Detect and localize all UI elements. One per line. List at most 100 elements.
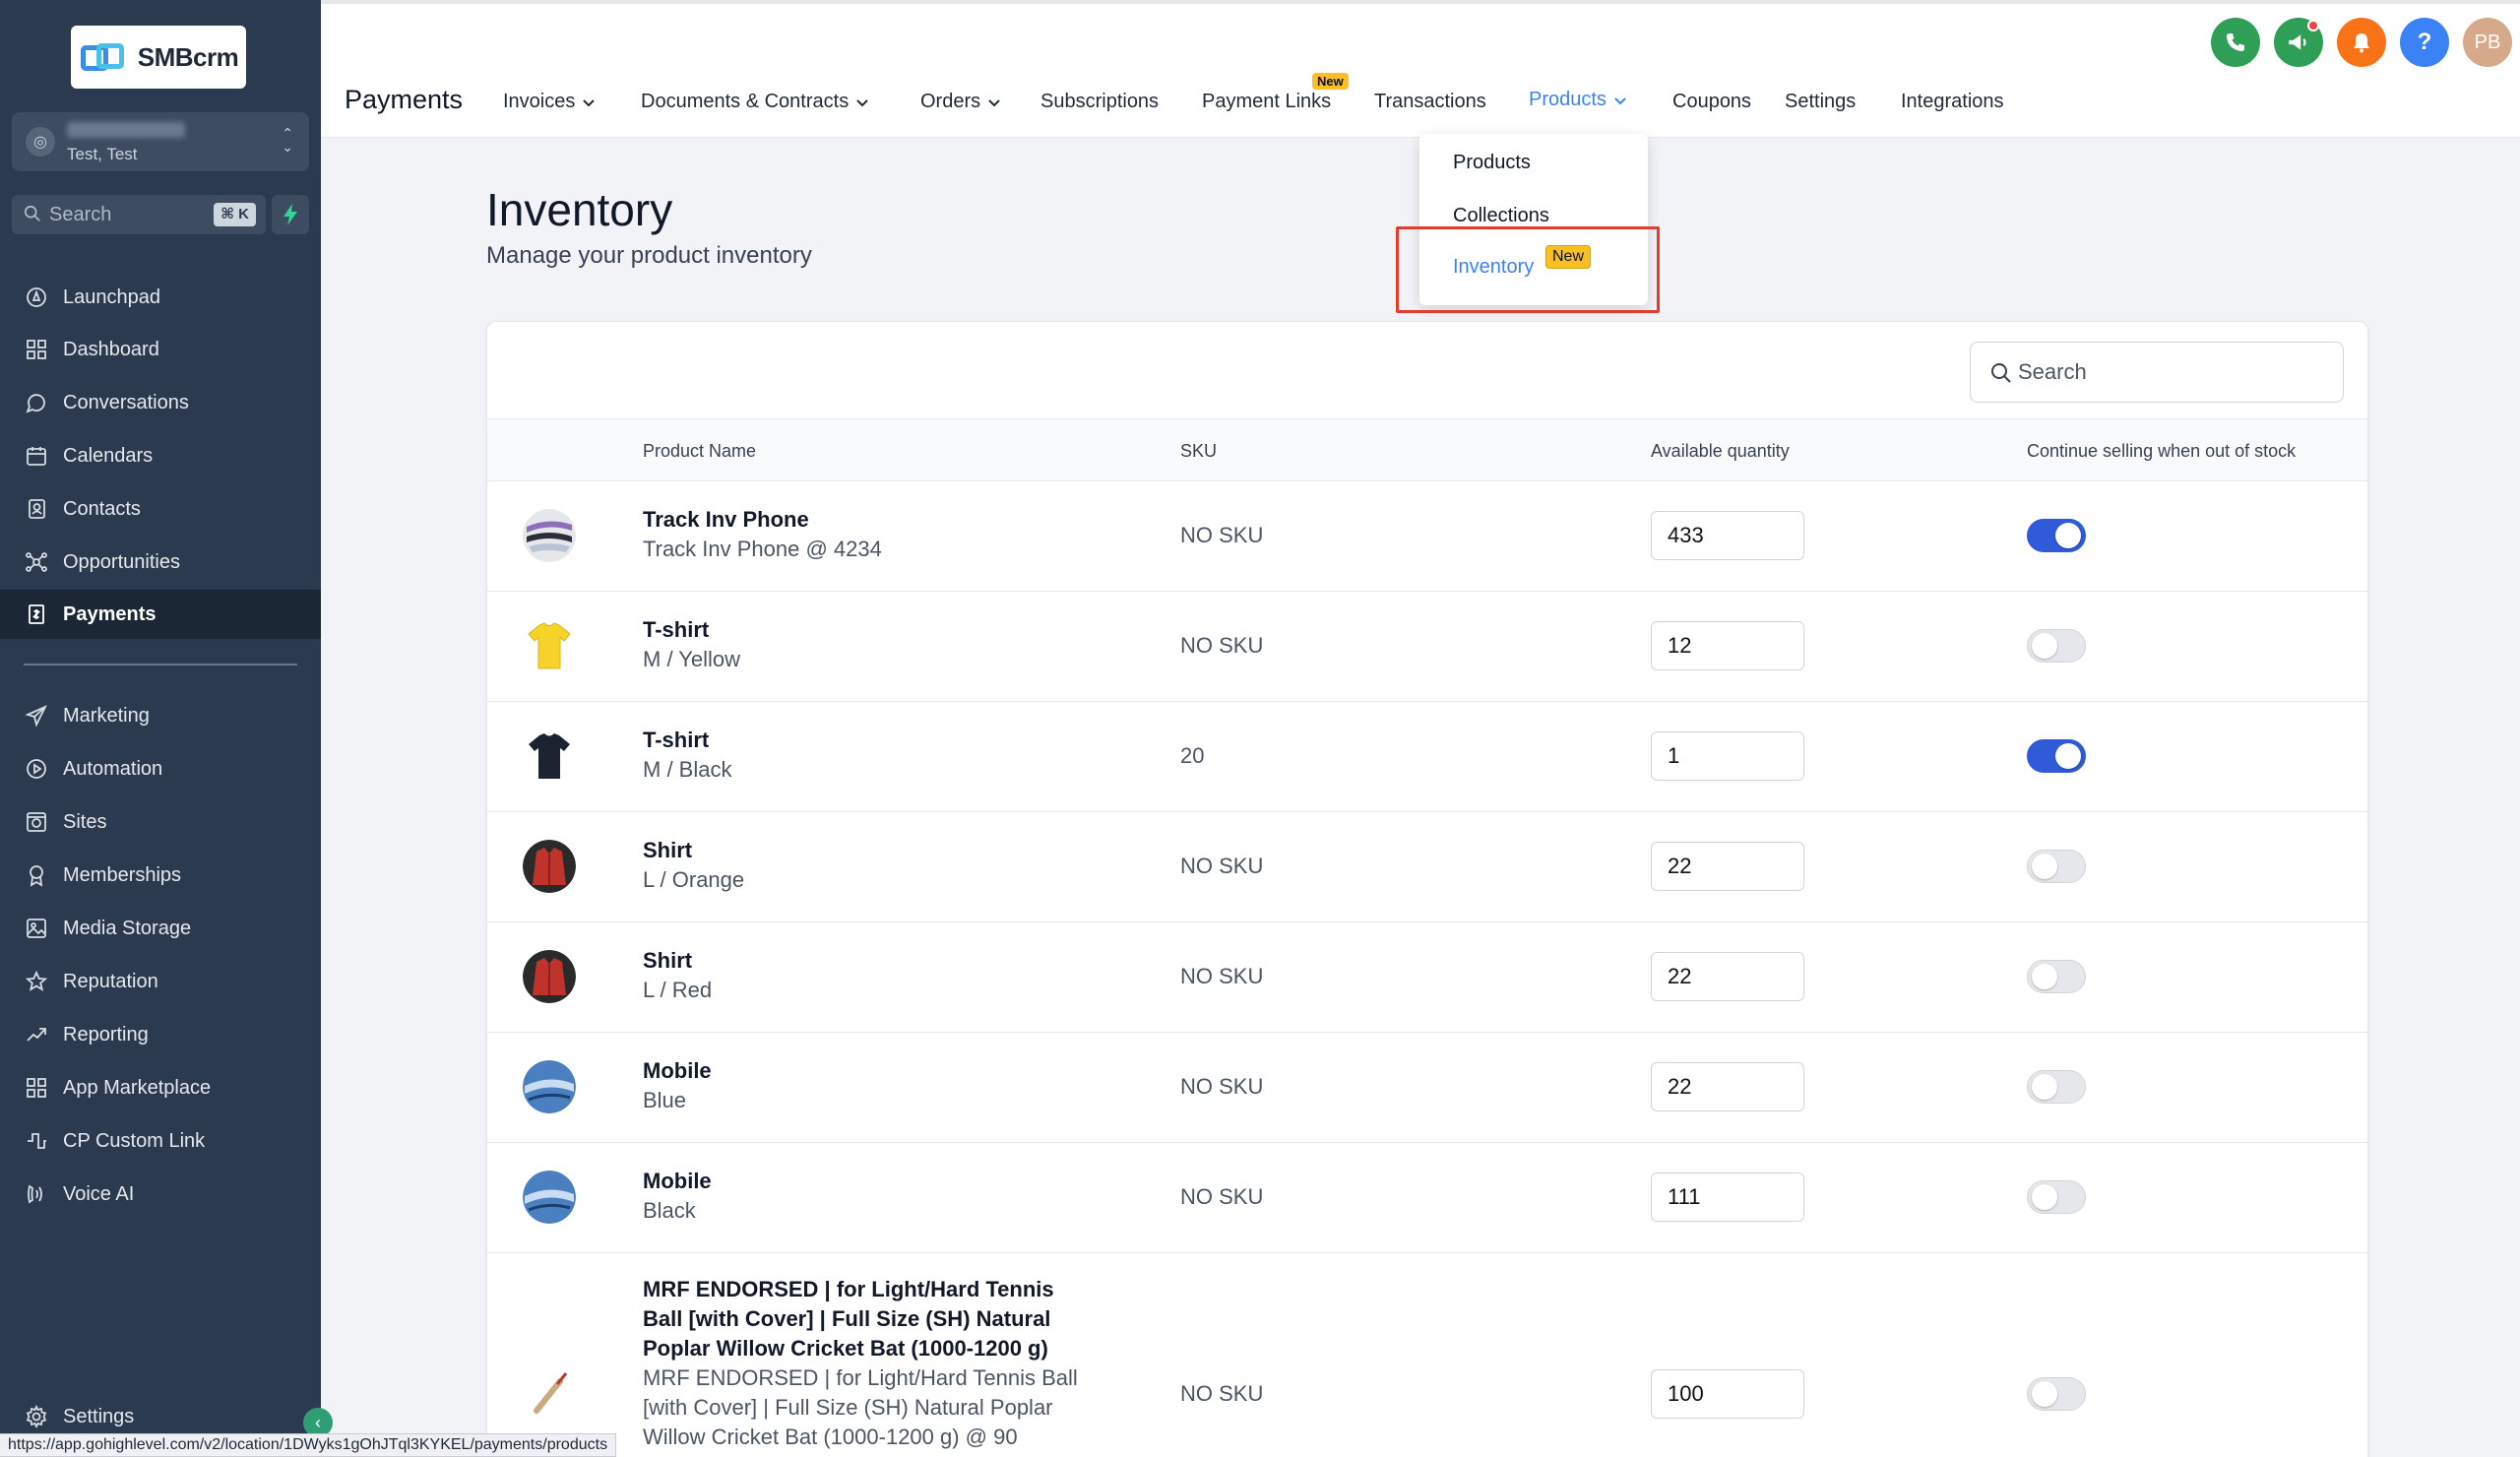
sidebar-item-app-marketplace[interactable]: App Marketplace <box>0 1063 321 1112</box>
apps-icon <box>24 1075 49 1101</box>
gear-icon <box>24 1404 49 1429</box>
column-header-sku[interactable]: SKU <box>1180 441 1218 461</box>
table-row[interactable]: Mobile Blue NO SKU <box>487 1033 2367 1143</box>
continue-selling-toggle[interactable] <box>2027 960 2086 993</box>
table-row[interactable]: Shirt L / Orange NO SKU <box>487 812 2367 922</box>
sidebar-item-label: Launchpad <box>63 285 160 308</box>
quantity-input[interactable] <box>1651 1172 1804 1222</box>
logo-mark-icon <box>79 41 128 73</box>
new-badge: New <box>1545 245 1592 269</box>
sidebar-search[interactable]: Search ⌘ K <box>12 195 266 234</box>
sidebar-item-label: Reputation <box>63 970 158 992</box>
table-row[interactable]: T-shirt M / Black 20 <box>487 702 2367 812</box>
continue-selling-toggle[interactable] <box>2027 1377 2086 1411</box>
continue-selling-toggle[interactable] <box>2027 739 2086 773</box>
sidebar-item-settings[interactable]: Settings <box>0 1392 321 1441</box>
tab-integrations[interactable]: Integrations <box>1901 91 2004 113</box>
column-header-product-name[interactable]: Product Name <box>643 441 757 461</box>
account-name-redacted <box>67 122 185 138</box>
chevron-updown-icon: ⌃ ⌄ <box>282 125 293 155</box>
sidebar-item-reputation[interactable]: Reputation <box>0 957 321 1006</box>
sidebar-item-label: Contacts <box>63 497 141 520</box>
sidebar-item-reporting[interactable]: Reporting <box>0 1010 321 1059</box>
product-name[interactable]: T-shirt <box>643 617 710 642</box>
table-row[interactable]: Mobile Black NO SKU <box>487 1143 2367 1253</box>
inventory-search[interactable] <box>1970 342 2344 403</box>
quantity-input[interactable] <box>1651 1062 1804 1111</box>
cricket-bat-image <box>534 1371 568 1414</box>
product-name[interactable]: Track Inv Phone <box>643 507 809 532</box>
help-button[interactable]: ? <box>2400 18 2449 67</box>
table-row[interactable]: Shirt L / Red NO SKU <box>487 922 2367 1033</box>
highlight-annotation <box>1396 226 1660 313</box>
product-variant: Track Inv Phone @ 4234 <box>643 537 882 561</box>
mobile-image <box>523 1171 576 1224</box>
sidebar-item-label: Memberships <box>63 863 182 886</box>
sidebar-item-marketing[interactable]: Marketing <box>0 691 321 740</box>
receipt-icon <box>24 602 49 627</box>
product-sku: NO SKU <box>1180 964 1264 988</box>
menu-item-inventory[interactable]: Inventory <box>1453 256 1535 278</box>
product-name[interactable]: Mobile <box>643 1169 712 1193</box>
user-avatar[interactable]: PB <box>2463 18 2512 67</box>
tab-payment-links[interactable]: Payment Links <box>1202 91 1331 113</box>
continue-selling-toggle[interactable] <box>2027 850 2086 883</box>
continue-selling-toggle[interactable] <box>2027 1070 2086 1104</box>
tab-orders[interactable]: Orders <box>920 91 1002 113</box>
tab-documents-contracts[interactable]: Documents & Contracts <box>641 91 870 113</box>
product-name[interactable]: Shirt <box>643 838 693 862</box>
sidebar-item-calendars[interactable]: Calendars <box>0 431 321 480</box>
phone-button[interactable] <box>2211 18 2260 67</box>
quantity-input[interactable] <box>1651 621 1804 670</box>
sidebar-item-media-storage[interactable]: Media Storage <box>0 904 321 953</box>
tab-transactions[interactable]: Transactions <box>1374 91 1486 113</box>
announcements-button[interactable] <box>2274 18 2323 67</box>
sidebar-item-launchpad[interactable]: Launchpad <box>0 273 321 322</box>
sidebar-item-voice-ai[interactable]: Voice AI <box>0 1170 321 1219</box>
tab-subscriptions[interactable]: Subscriptions <box>1040 91 1159 113</box>
brand-logo[interactable]: SMBcrm <box>71 26 246 89</box>
product-name[interactable]: Mobile <box>643 1058 712 1083</box>
quantity-input[interactable] <box>1651 731 1804 781</box>
tab-products[interactable]: Products <box>1529 89 1628 111</box>
sidebar-item-payments[interactable]: Payments <box>0 590 321 639</box>
quantity-input[interactable] <box>1651 842 1804 891</box>
sidebar-item-automation[interactable]: Automation <box>0 744 321 793</box>
tab-label: Integrations <box>1901 91 2004 112</box>
table-row[interactable]: T-shirt M / Yellow NO SKU <box>487 592 2367 702</box>
account-switcher[interactable]: ◎ Test, Test ⌃ ⌄ <box>12 112 309 171</box>
sidebar-item-conversations[interactable]: Conversations <box>0 378 321 427</box>
menu-item-collections[interactable]: Collections <box>1453 205 1549 226</box>
chat-icon <box>24 390 49 415</box>
continue-selling-toggle[interactable] <box>2027 629 2086 663</box>
quantity-input[interactable] <box>1651 511 1804 560</box>
tab-settings[interactable]: Settings <box>1785 91 1856 113</box>
quantity-input[interactable] <box>1651 952 1804 1001</box>
sidebar-item-sites[interactable]: Sites <box>0 797 321 847</box>
menu-item-products[interactable]: Products <box>1453 152 1531 173</box>
table-row[interactable]: Track Inv Phone Track Inv Phone @ 4234 N… <box>487 481 2367 592</box>
product-name[interactable]: Shirt <box>643 948 693 973</box>
table-row[interactable]: MRF ENDORSED | for Light/Hard Tennis Bal… <box>487 1253 2367 1457</box>
column-header-continue-selling[interactable]: Continue selling when out of stock <box>2027 441 2297 461</box>
continue-selling-toggle[interactable] <box>2027 1180 2086 1214</box>
product-name[interactable]: T-shirt <box>643 728 710 752</box>
tab-coupons[interactable]: Coupons <box>1672 91 1751 113</box>
sidebar-item-contacts[interactable]: Contacts <box>0 484 321 534</box>
sidebar-item-dashboard[interactable]: Dashboard <box>0 325 321 374</box>
sidebar-item-cp-custom-link[interactable]: CP Custom Link <box>0 1116 321 1166</box>
notifications-button[interactable] <box>2337 18 2386 67</box>
inventory-search-input[interactable] <box>2018 354 2323 390</box>
quick-action-button[interactable] <box>272 195 309 234</box>
column-header-available-quantity[interactable]: Available quantity <box>1651 441 1790 461</box>
search-icon <box>24 205 40 222</box>
sidebar-item-memberships[interactable]: Memberships <box>0 851 321 900</box>
product-name[interactable]: MRF ENDORSED | for Light/Hard Tennis Bal… <box>643 1277 1054 1361</box>
quantity-input[interactable] <box>1651 1369 1804 1419</box>
continue-selling-toggle[interactable] <box>2027 519 2086 552</box>
tab-label: Products <box>1529 89 1606 110</box>
collapse-sidebar-button[interactable]: ‹ <box>303 1408 333 1437</box>
sidebar-item-opportunities[interactable]: Opportunities <box>0 538 321 587</box>
tab-invoices[interactable]: Invoices <box>503 91 597 113</box>
product-thumbnail <box>523 509 576 562</box>
